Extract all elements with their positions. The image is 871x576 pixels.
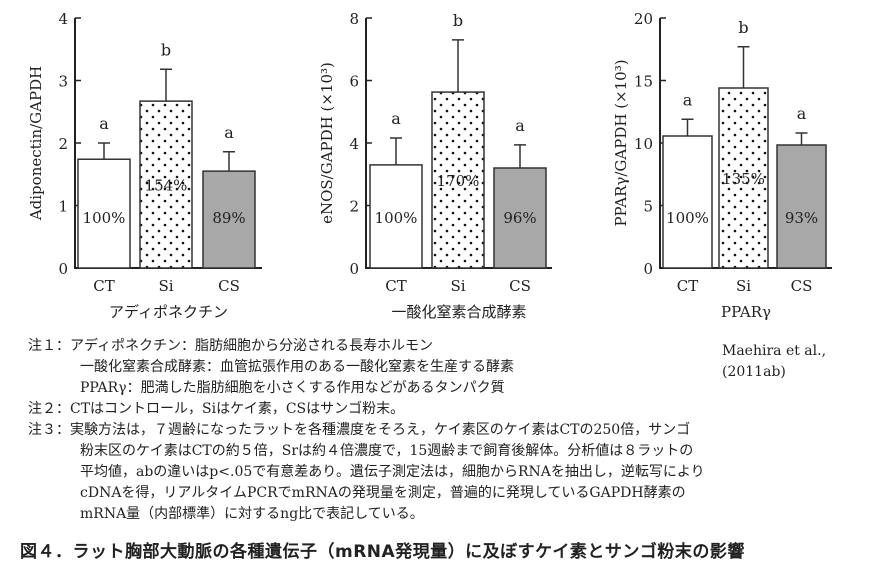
x-axis-label: 一酸化窒素合成酵素 — [391, 303, 526, 321]
citation: Maehira et al., (2011ab) — [722, 341, 826, 383]
note-3e: mRNA量（内部標準）に対するng比で表記している。 — [80, 506, 424, 522]
percent-label: 89% — [212, 209, 245, 227]
bar-charts: 0 1 2 3 4 Adiponectin/GAPDH アディポネクチン a 100% CT b 15… — [27, 10, 832, 321]
note-3b: 粉末区のケイ素はCTの約５倍，Srは約４倍濃度で，15週齢まで飼育後解体。分析値… — [80, 443, 694, 459]
bar-si — [431, 91, 485, 269]
y-tick-label: 10 — [634, 135, 653, 153]
y-tick-label: 4 — [349, 135, 359, 153]
percent-label: 96% — [503, 209, 536, 227]
note-3d: cDNAを得，リアルタイムPCRでmRNAの発現量を測定，普遍的に発現しているG… — [80, 485, 686, 501]
bar-ct — [77, 158, 131, 269]
y-tick-label: 15 — [634, 73, 653, 91]
y-tick-label: 6 — [349, 73, 359, 91]
percent-label: 100% — [83, 209, 126, 227]
figure-caption: 図４．ラット胸部大動脈の各種遺伝子（mRNA発現量）に及ぼすケイ素とサンゴ粉末の… — [20, 542, 745, 562]
x-tick-label: CS — [791, 277, 813, 295]
significance-label: b — [453, 11, 463, 30]
citation-line1: Maehira et al., — [722, 343, 827, 359]
significance-label: b — [161, 40, 171, 59]
bar-si — [139, 100, 193, 269]
bar-ct — [662, 135, 713, 269]
y-tick-label: 0 — [58, 260, 68, 278]
y-tick-label: 2 — [58, 135, 68, 153]
citation-line2: (2011ab) — [722, 364, 786, 380]
significance-label: a — [683, 90, 693, 109]
note-2: 注２：CTはコントロール，Siはケイ素，CSはサンゴ粉末。 — [28, 401, 405, 417]
bar-si — [718, 87, 769, 269]
y-axis-label: eNOS/GAPDH (×10³) — [318, 62, 336, 224]
percent-label: 170% — [437, 172, 480, 190]
note-3a: 注３：実験方法は，７週齢になったラットを各種濃度をそろえ，ケイ素区のケイ素はCT… — [28, 422, 691, 438]
y-tick-label: 2 — [349, 198, 359, 216]
x-tick-label: Si — [450, 277, 465, 295]
notes: 注１：アディポネクチン：脂肪細胞から分泌される長寿ホルモン 一酸化窒素合成酵素：… — [28, 336, 705, 525]
bar-cs — [776, 144, 827, 269]
bar-cs — [202, 170, 256, 269]
y-tick-label: 3 — [58, 73, 68, 91]
significance-label: a — [515, 116, 525, 135]
y-tick-label: 8 — [349, 10, 359, 28]
bar-cs — [493, 167, 547, 269]
significance-label: a — [224, 123, 234, 142]
x-axis-label: アディポネクチン — [109, 303, 228, 321]
y-tick-label: 5 — [643, 198, 653, 216]
x-tick-label: CT — [93, 277, 114, 295]
note-1b: 一酸化窒素合成酵素：血管拡張作用のある一酸化窒素を生産する酵素 — [80, 359, 514, 375]
note-1c: PPARγ：肥満した脂肪細胞を小さくする作用などがあるタンパク質 — [80, 380, 505, 396]
y-tick-label: 4 — [58, 10, 68, 28]
percent-label: 135% — [722, 170, 765, 188]
significance-label: b — [738, 18, 748, 37]
y-tick-label: 0 — [349, 260, 359, 278]
percent-label: 154% — [145, 177, 188, 195]
significance-label: a — [391, 109, 401, 128]
note-3c: 平均値，abの違いはp<.05で有意差あり。遺伝子測定法は，細胞からRNAを抽出… — [80, 464, 705, 480]
significance-label: a — [797, 104, 807, 123]
y-tick-label: 20 — [634, 10, 653, 28]
y-tick-label: 0 — [643, 260, 653, 278]
percent-label: 100% — [375, 209, 418, 227]
bar-ct — [369, 164, 423, 269]
y-tick-label: 1 — [58, 198, 68, 216]
x-tick-label: CT — [385, 277, 406, 295]
x-tick-label: CT — [677, 277, 698, 295]
percent-label: 100% — [666, 209, 709, 227]
note-1a: 注１：アディポネクチン：脂肪細胞から分泌される長寿ホルモン — [28, 338, 434, 354]
significance-label: a — [99, 114, 109, 133]
y-axis-label: PPARγ/GAPDH (×10³) — [612, 59, 630, 226]
x-tick-label: CS — [509, 277, 531, 295]
x-axis-label: PPARγ — [721, 303, 771, 321]
x-tick-label: Si — [158, 277, 173, 295]
x-tick-label: CS — [218, 277, 240, 295]
x-tick-label: Si — [736, 277, 751, 295]
y-axis-label: Adiponectin/GAPDH — [27, 66, 45, 221]
percent-label: 93% — [785, 209, 818, 227]
